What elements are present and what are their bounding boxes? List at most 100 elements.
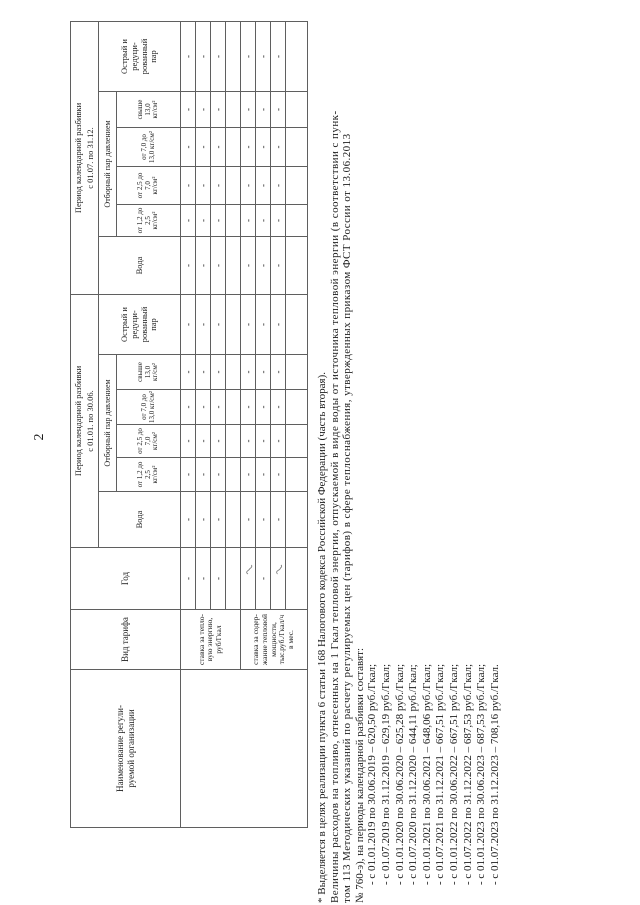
year-cell: - [255, 547, 271, 610]
fuel-cost-schedule-line: - с 01.07.2023 по 31.12.2023 – 708,16 ру… [488, 664, 501, 885]
value-cell: - [240, 127, 256, 167]
value-cell: - [255, 457, 271, 492]
ink-smudge [245, 564, 256, 575]
col-header-pressure-2-p2: от 2,5 до 7,0 кг/см² [116, 166, 181, 205]
value-cell [285, 354, 308, 390]
value-cell [225, 491, 241, 548]
value-cell [285, 389, 308, 425]
value-cell: - [195, 294, 211, 355]
value-cell [225, 21, 241, 92]
col-header-period-2: Период календарной разбивки с 01.07. по … [70, 21, 99, 295]
table-row: ------------ [270, 21, 286, 828]
value-cell: - [180, 204, 196, 237]
value-cell [225, 236, 241, 295]
value-cell [285, 127, 308, 167]
value-cell: - [210, 236, 226, 295]
value-cell [285, 204, 308, 237]
value-cell: - [240, 294, 256, 355]
tariff-type-cell-capacity: ставка за содер- жание тепловой мощности… [240, 609, 308, 670]
value-cell: - [270, 21, 286, 92]
table-row: ставка за содер- жание тепловой мощности… [240, 21, 308, 828]
value-cell [285, 424, 308, 458]
footnote-line-1: * Выделяется в целях реализации пункта 6… [316, 371, 328, 903]
value-cell: - [240, 491, 256, 548]
value-cell: - [195, 166, 211, 205]
value-cell [225, 389, 241, 425]
value-cell: - [255, 491, 271, 548]
value-cell: - [240, 354, 256, 390]
header-row-1: Наименование регули- руемой организации … [70, 21, 181, 828]
value-cell [225, 204, 241, 237]
value-cell: - [210, 424, 226, 458]
value-cell [285, 91, 308, 128]
ink-smudge [275, 564, 286, 575]
fuel-cost-schedule-line: - с 01.01.2023 по 30.06.2023 – 687,53 ру… [475, 663, 488, 885]
col-header-sharp-steam-p2: Острый и редуци- рованный пар [98, 21, 181, 92]
org-name-cell [180, 669, 308, 828]
value-cell: - [180, 91, 196, 128]
value-cell: - [255, 91, 271, 128]
tariff-type-cell-energy: ставка за тепло- вую энергию, руб/Гкал [180, 609, 241, 670]
value-cell [225, 91, 241, 128]
fuel-cost-schedule-line: - с 01.01.2022 по 30.06.2022 – 667,51 ру… [447, 663, 460, 885]
fuel-cost-schedule-line: - с 01.01.2021 по 30.06.2021 – 648,06 ру… [420, 663, 433, 885]
value-cell: - [270, 457, 286, 492]
fuel-cost-schedule-line: - с 01.01.2019 по 30.06.2019 – 620,50 ру… [366, 663, 379, 885]
year-cell: - [195, 547, 211, 610]
col-header-steam-p1: Отборный пар давлением [98, 354, 117, 492]
value-cell: - [255, 354, 271, 390]
table-row: ставка за тепло- вую энергию, руб/Гкал -… [180, 21, 308, 828]
value-cell: - [195, 424, 211, 458]
value-cell: - [180, 236, 196, 295]
page-number: 2 [32, 433, 47, 441]
year-cell [240, 547, 256, 610]
col-header-organization: Наименование регули- руемой организации [70, 669, 181, 828]
value-cell [285, 236, 308, 295]
value-cell: - [210, 166, 226, 205]
fuel-cost-schedule-line: - с 01.07.2020 по 31.12.2020 – 644,11 ру… [407, 664, 420, 885]
value-cell: - [180, 457, 196, 492]
value-cell: - [180, 294, 196, 355]
value-cell: - [210, 389, 226, 425]
col-header-water-p1: Вода [98, 491, 181, 548]
tariff-table-wrapper: Наименование регули- руемой организации … [70, 21, 308, 828]
col-header-pressure-1-p2: от 1,2 до 2,5 кг/см² [116, 204, 181, 237]
col-header-steam-p2: Отборный пар давлением [98, 91, 117, 237]
value-cell [225, 424, 241, 458]
value-cell: - [210, 127, 226, 167]
value-cell [225, 457, 241, 492]
tariff-table: Наименование регули- руемой организации … [70, 21, 308, 828]
value-cell: - [270, 491, 286, 548]
value-cell: - [240, 389, 256, 425]
value-cell: - [255, 424, 271, 458]
value-cell: - [240, 21, 256, 92]
value-cell: - [210, 204, 226, 237]
fuel-cost-schedule-line: - с 01.07.2022 по 31.12.2022 – 687,53 ру… [461, 663, 474, 885]
value-cell: - [270, 204, 286, 237]
col-header-year: Год [70, 547, 181, 610]
value-cell: - [195, 236, 211, 295]
value-cell: - [270, 294, 286, 355]
value-cell: - [195, 389, 211, 425]
value-cell: - [210, 457, 226, 492]
value-cell: - [270, 354, 286, 390]
value-cell: - [195, 354, 211, 390]
value-cell: - [180, 424, 196, 458]
year-cell [225, 547, 241, 610]
value-cell: - [255, 21, 271, 92]
value-cell: - [270, 236, 286, 295]
value-cell: - [270, 424, 286, 458]
value-cell: - [180, 21, 196, 92]
year-cell [270, 547, 286, 610]
col-header-pressure-3-p1: от 7,0 до 13,0 кг/см² [116, 389, 181, 425]
col-header-pressure-1-p1: от 1,2 до 2,5 кг/см² [116, 457, 181, 492]
value-cell: - [240, 166, 256, 205]
value-cell: - [270, 389, 286, 425]
value-cell [285, 21, 308, 92]
col-header-pressure-4-p2: свыше 13,0 кг/см² [116, 91, 181, 128]
value-cell: - [270, 166, 286, 205]
col-header-sharp-steam-p1: Острый и редуци- рованный пар [98, 294, 181, 355]
value-cell: - [180, 166, 196, 205]
value-cell: - [195, 127, 211, 167]
